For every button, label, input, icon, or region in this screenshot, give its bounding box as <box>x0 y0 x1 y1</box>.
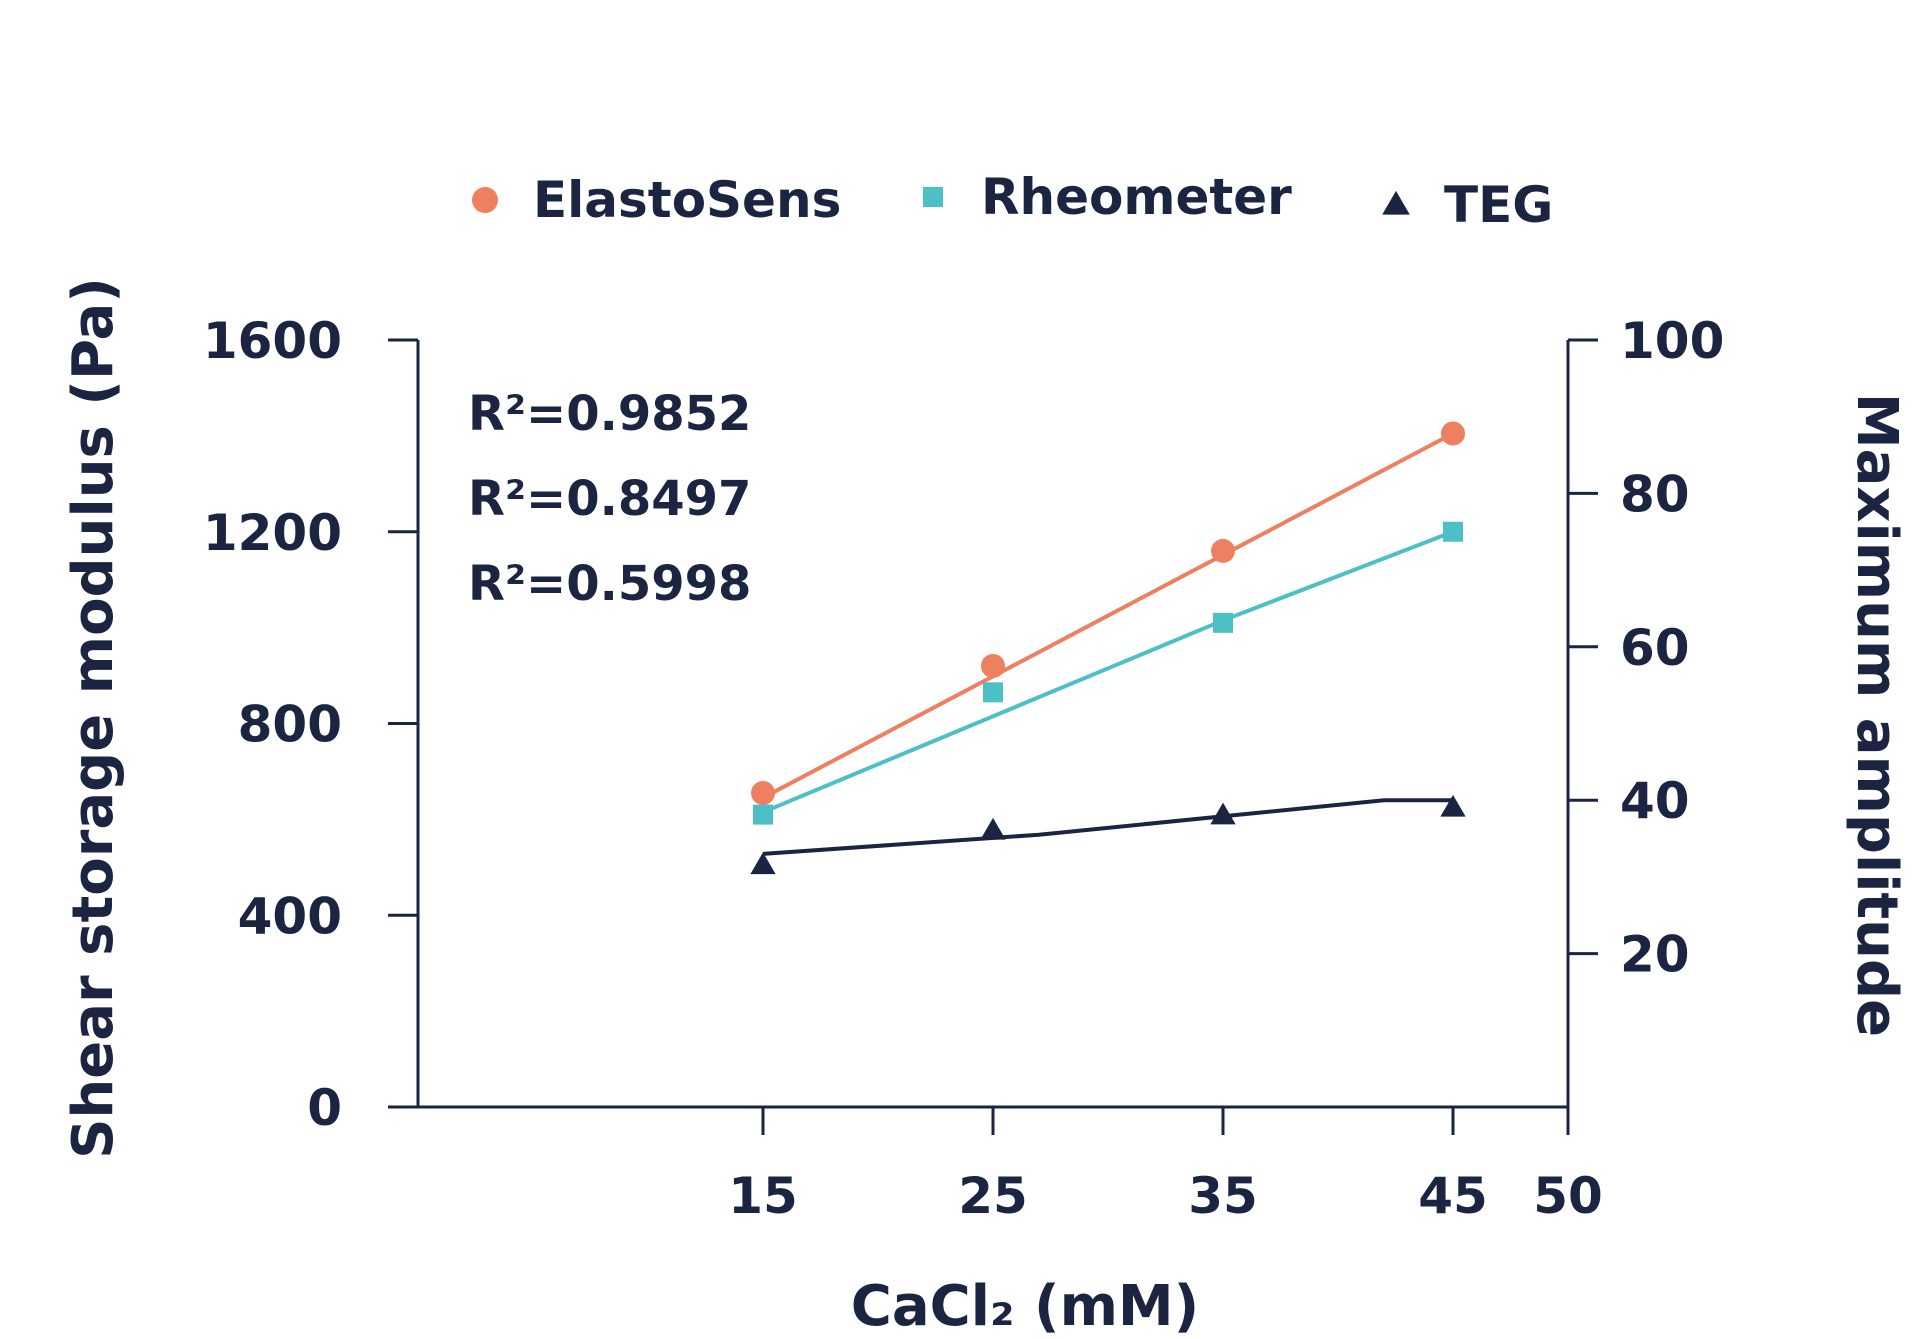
data-point <box>981 653 1005 678</box>
data-point <box>1443 521 1463 542</box>
y-tick-label: 1200 <box>203 504 342 562</box>
data-point <box>983 682 1003 703</box>
data-point <box>980 817 1006 840</box>
axes: 0 400 800 1200 1600 20 40 60 80 100 15 25 35 45 50 <box>203 312 1725 1225</box>
data-point <box>753 804 773 825</box>
legend-label: Rheometer <box>981 168 1292 226</box>
y-tick-label: 0 <box>307 1079 342 1137</box>
legend-marker <box>1382 190 1410 215</box>
series-teg <box>750 794 1466 875</box>
series-layer <box>750 421 1466 875</box>
y-axis-title: Shear storage modulus (Pa) <box>61 277 126 1159</box>
y2-tick-label: 40 <box>1620 772 1690 830</box>
x-tick-label: 15 <box>728 1167 798 1225</box>
data-point <box>1213 612 1233 633</box>
trend-line <box>762 529 1454 815</box>
legend: ElastoSens Rheometer TEG <box>472 168 1553 234</box>
legend-marker <box>472 187 498 213</box>
y2-tick-label: 80 <box>1620 465 1690 523</box>
y2-tick-label: 100 <box>1620 312 1724 370</box>
x-tick-label: 50 <box>1533 1167 1603 1225</box>
y-tick-label: 400 <box>238 887 342 945</box>
legend-item: Rheometer <box>923 168 1292 226</box>
y2-tick-label: 60 <box>1620 619 1690 677</box>
r-squared-annotations: R²=0.9852 R²=0.8497 R²=0.5998 <box>468 386 751 612</box>
trend-line <box>762 431 1454 800</box>
legend-marker <box>923 187 943 207</box>
legend-label: TEG <box>1444 176 1553 234</box>
data-point <box>751 781 775 806</box>
legend-item: ElastoSens <box>472 171 841 229</box>
x-axis-title: CaCl₂ (mM) <box>851 1274 1199 1339</box>
y-tick-label: 1600 <box>203 312 342 370</box>
x-tick-label: 35 <box>1188 1167 1258 1225</box>
x-tick-label: 25 <box>958 1167 1028 1225</box>
r-squared-label: R²=0.8497 <box>468 471 751 527</box>
data-point <box>1441 421 1465 446</box>
trend-line <box>762 798 1453 856</box>
data-point <box>1210 802 1236 825</box>
data-point <box>1440 794 1466 817</box>
r-squared-label: R²=0.9852 <box>468 386 751 442</box>
legend-item: TEG <box>1382 176 1553 234</box>
data-point <box>1211 538 1235 563</box>
series-elastosens <box>751 421 1465 806</box>
series-rheometer <box>753 521 1463 825</box>
r-squared-label: R²=0.5998 <box>468 556 751 612</box>
y2-tick-label: 20 <box>1620 926 1690 984</box>
data-point <box>750 852 776 875</box>
y-tick-label: 800 <box>238 696 342 754</box>
legend-label: ElastoSens <box>533 171 841 229</box>
x-tick-label: 45 <box>1418 1167 1488 1225</box>
y2-axis-title: Maximum amplitude <box>1844 393 1909 1037</box>
